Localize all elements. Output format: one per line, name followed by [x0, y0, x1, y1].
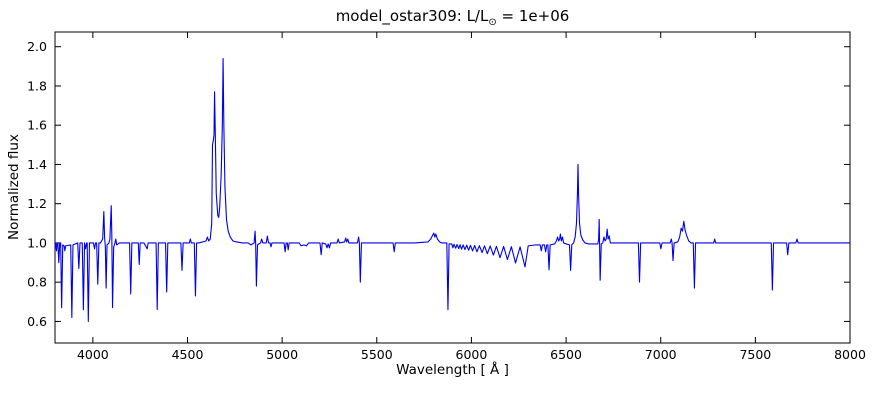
plot-title-suffix: = 1e+06 — [496, 7, 570, 25]
x-tick-label: 4000 — [77, 347, 109, 362]
x-tick-label: 5000 — [266, 347, 298, 362]
y-tick-label: 1.2 — [27, 196, 47, 211]
y-tick-label: 0.6 — [27, 314, 47, 329]
y-tick-label: 2.0 — [27, 39, 47, 54]
x-tick-label: 4500 — [172, 347, 204, 362]
x-tick-label: 6000 — [456, 347, 488, 362]
plot-title: model_ostar309: L/L⊙ = 1e+06 — [55, 7, 850, 28]
y-tick-label: 1.4 — [27, 157, 47, 172]
x-tick-label: 6500 — [550, 347, 582, 362]
spectrum-line — [54, 57, 851, 322]
plot-title-prefix: model_ostar309: L/L — [335, 7, 489, 25]
y-tick-label: 1.6 — [27, 118, 47, 133]
y-tick-label: 0.8 — [27, 275, 47, 290]
y-tick-label: 1.0 — [27, 235, 47, 250]
x-tick-label: 7500 — [739, 347, 771, 362]
x-tick-label: 5500 — [361, 347, 393, 362]
x-axis-label: Wavelength [ Å ] — [396, 362, 509, 378]
axes-frame — [54, 31, 851, 344]
x-tick-label: 8000 — [834, 347, 866, 362]
sun-symbol: ⊙ — [488, 17, 497, 28]
y-tick-label: 1.8 — [27, 78, 47, 93]
x-tick-label: 7000 — [645, 347, 677, 362]
